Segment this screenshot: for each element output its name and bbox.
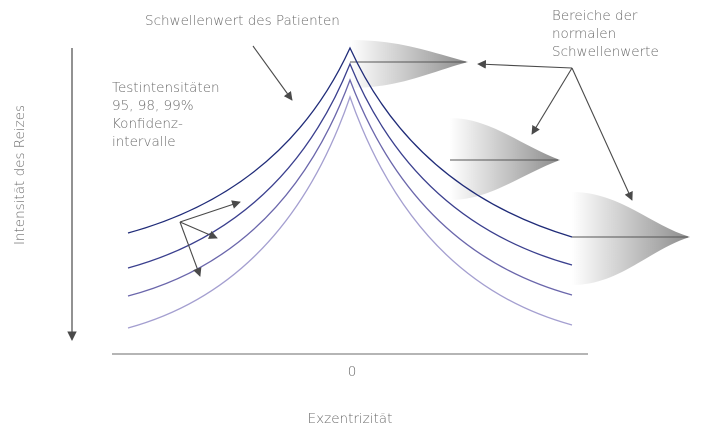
x-axis-label: Exzentrizität	[308, 411, 393, 427]
x-origin-label: 0	[348, 364, 357, 380]
normal-ranges-label: normalen	[552, 26, 616, 42]
normal-ranges	[350, 40, 690, 285]
test-intensities-label: Konfidenz-	[112, 116, 183, 132]
pointer-arrows	[179, 45, 633, 277]
test-intensities-label: 95, 98, 99%	[112, 98, 194, 114]
normal-ranges-label: Bereiche der	[552, 8, 638, 24]
patient-threshold-label: Schwellenwert des Patienten	[145, 13, 340, 29]
y-axis-label: Intensität des Reizes	[12, 105, 28, 245]
test-intensities-label: Testintensitäten	[112, 80, 220, 96]
threshold-curves	[127, 46, 573, 329]
test-intensities-label: intervalle	[112, 134, 176, 150]
normal-ranges-label: Schwellenwerte	[552, 44, 659, 60]
